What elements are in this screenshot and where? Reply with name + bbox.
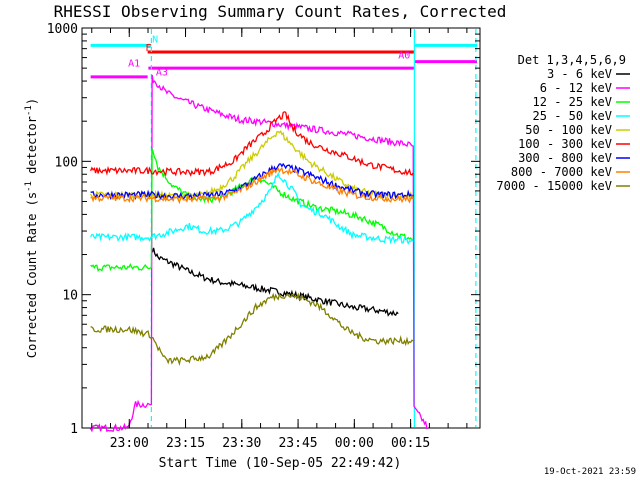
annotation-label: A1 [128,58,140,69]
legend-label: 100 - 300 keV [518,137,612,151]
x-tick-label: 23:45 [278,436,317,451]
legend-label: 12 - 25 keV [533,95,612,109]
x-tick-label: 23:15 [166,436,205,451]
legend-label: 50 - 100 keV [525,123,612,137]
y-tick-label: 1 [70,422,78,437]
series-line [90,167,414,205]
legend-label: 25 - 50 keV [533,109,612,123]
y-axis-label-part3: ) [25,98,39,105]
annotation-label: F [145,43,151,54]
y-tick-label: 100 [55,155,78,170]
annotation-label: A0 [398,51,410,62]
legend-label: 300 - 800 keV [518,151,612,165]
legend-title: Det 1,3,4,5,6,9 [518,53,626,67]
plot-frame [81,27,481,429]
series-line [90,292,414,367]
y-axis: 1000 100 10 1 [47,22,480,437]
x-tick-label: 00:15 [391,436,430,451]
y-axis-label-part2: detector [25,116,39,181]
y-tick-label: 10 [62,289,78,304]
footer-date: 19-Oct-2021 23:59 [544,467,636,477]
chart-title: RHESSI Observing Summary Count Rates, Co… [54,2,507,21]
flag-lines [90,43,477,79]
series-line [151,247,399,317]
series-line [90,148,414,272]
x-tick-label: 00:00 [335,436,374,451]
series-line [90,171,414,246]
vertical-markers [150,29,477,427]
annotation-label: N [152,34,158,45]
x-tick-label: 23:00 [110,436,149,451]
y-tick-label: 1000 [47,22,78,37]
annotation-label: A3 [156,68,168,79]
annotations: NF A1 A3 A0 [128,34,410,78]
y-axis-label: Corrected Count Rate (s-1 detector-1) [24,98,39,358]
series-lines [90,74,429,433]
x-axis: 23:00 23:15 23:30 23:45 00:00 00:15 [91,28,468,451]
x-axis-label: Start Time (10-Sep-05 22:49:42) [159,456,402,471]
series-line [90,162,414,201]
legend-label: 6 - 12 keV [540,81,612,95]
legend-label: 3 - 6 keV [547,67,612,81]
y-axis-label-sup2: -1 [24,105,34,116]
x-tick-label: 23:30 [222,436,261,451]
series-line [90,74,429,433]
y-axis-label-part1: Corrected Count Rate (s [25,192,39,358]
legend-label: 7000 - 15000 keV [496,179,612,193]
y-axis-label-sup1: -1 [24,181,34,192]
series-line [90,111,414,177]
legend-label: 800 - 7000 keV [511,165,612,179]
